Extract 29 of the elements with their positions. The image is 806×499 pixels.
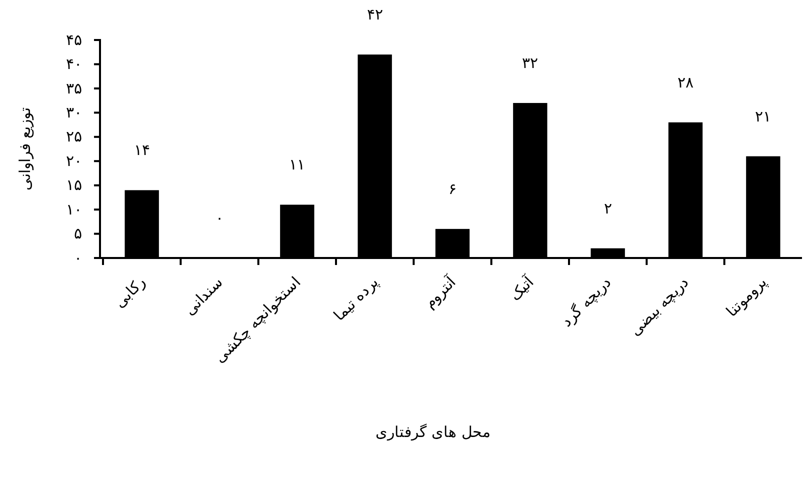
- x-tick-label: سندانی: [180, 273, 226, 320]
- data-label: ۶: [448, 180, 456, 198]
- y-axis-title: توزیع فراوانی: [16, 108, 34, 190]
- y-tick-label: ۱۰: [66, 200, 82, 218]
- x-axis-title: محل های گرفتاری: [376, 423, 490, 441]
- y-tick-label: ۴۰: [66, 55, 82, 74]
- y-tick-label: ۰: [74, 248, 82, 267]
- y-tick-label: ۲۰: [66, 152, 82, 170]
- data-label: ۰: [216, 209, 224, 227]
- data-label: ۴۲: [366, 6, 383, 24]
- x-tick-label: دریچه گرد: [558, 273, 615, 330]
- x-tick-label: پرده تیما: [330, 273, 382, 325]
- data-label: ۳۲: [522, 54, 538, 72]
- y-tick-label: ۳۰: [66, 103, 82, 122]
- y-tick-label: ۱۵: [66, 176, 82, 194]
- x-tick-label: رکابی: [110, 273, 149, 312]
- y-tick-label: ۳۵: [66, 79, 82, 98]
- x-tick-label: دریچه بیضی: [626, 273, 692, 340]
- x-tick-label: آنتروم: [420, 272, 460, 312]
- data-label: ۲: [604, 199, 612, 218]
- data-label: ۲۱: [755, 107, 772, 126]
- y-tick-label: ۵: [74, 224, 82, 243]
- y-tick-label: ۲۵: [66, 128, 82, 146]
- x-tick-label: پروموتنا: [722, 273, 770, 320]
- x-tick-label: آتیک: [506, 272, 538, 304]
- y-tick-label: ۴۵: [66, 30, 82, 49]
- data-label: ۱۱: [289, 156, 306, 174]
- data-label: ۱۴: [134, 141, 150, 160]
- data-label: ۲۸: [678, 73, 694, 92]
